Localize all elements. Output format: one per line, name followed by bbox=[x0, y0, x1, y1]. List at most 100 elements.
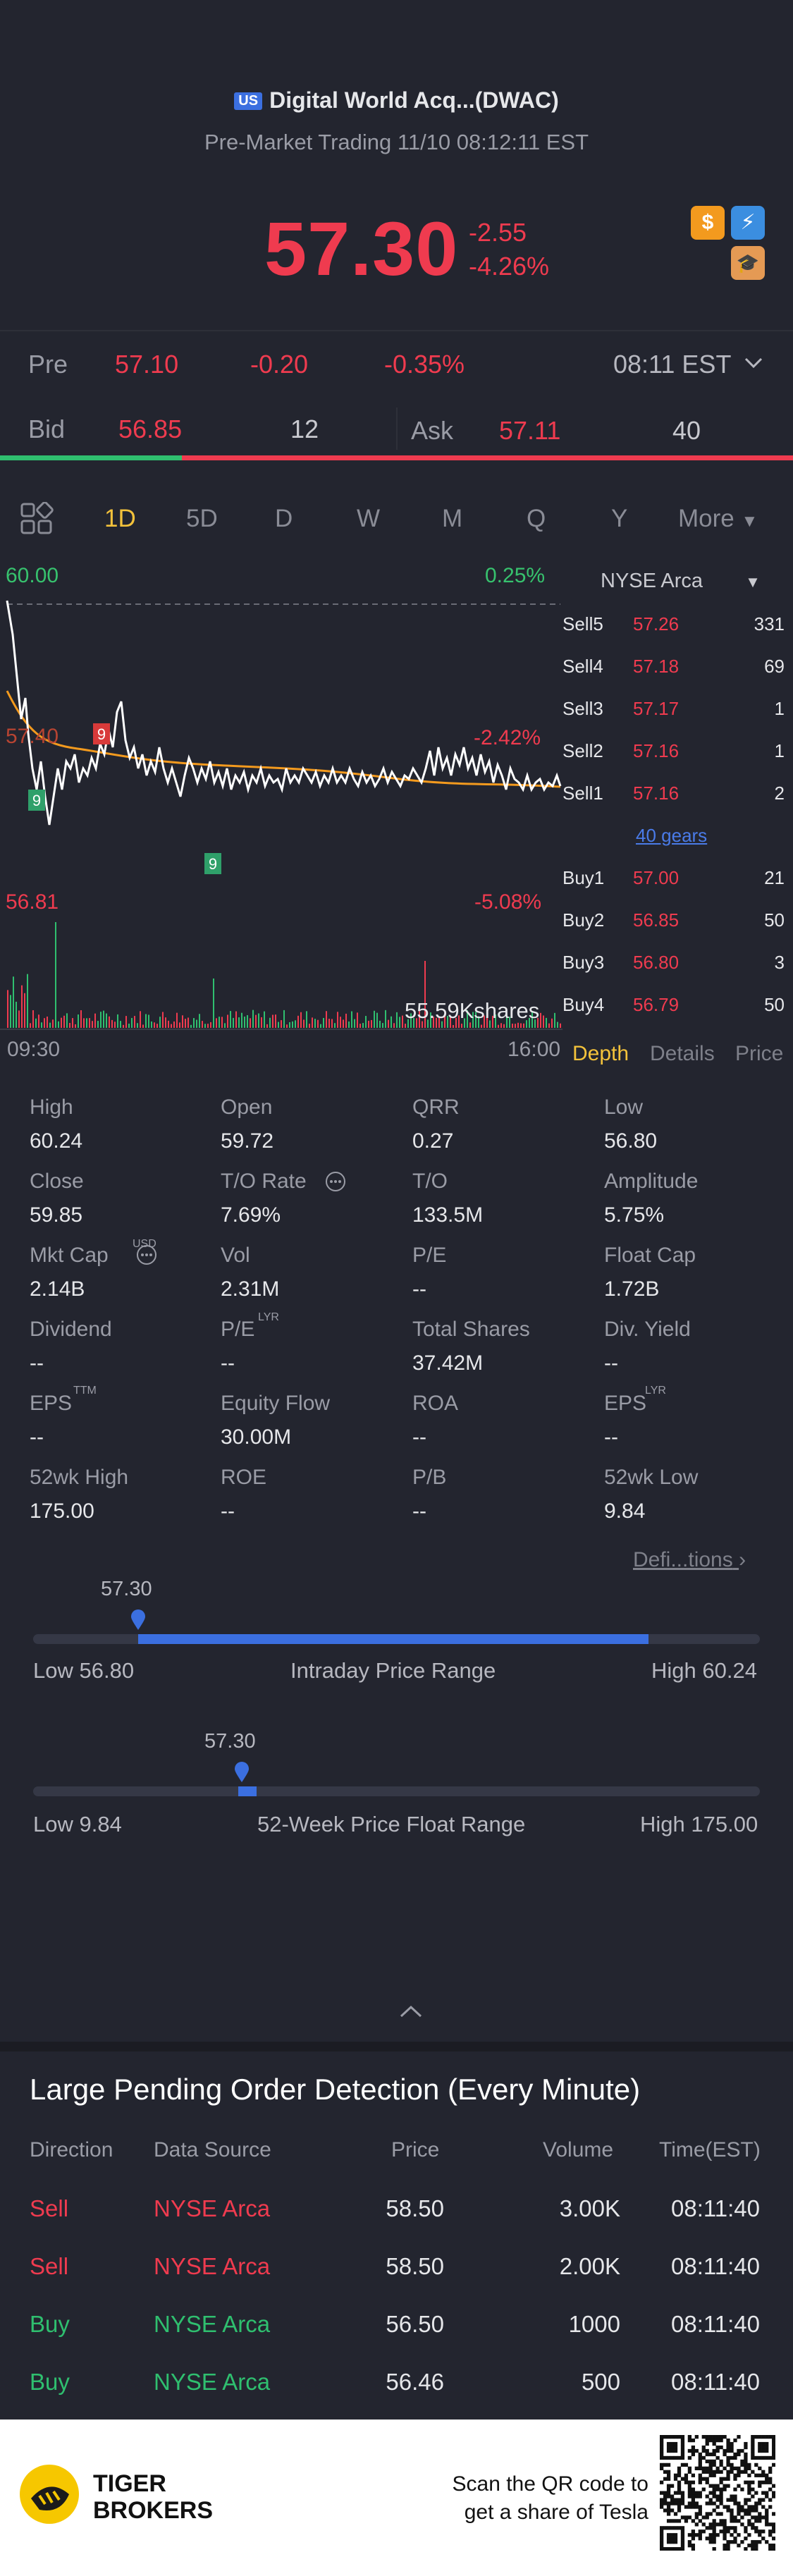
qr-code-icon[interactable] bbox=[660, 2435, 775, 2551]
bid-label: Bid bbox=[28, 415, 66, 443]
volume-bar bbox=[188, 1017, 189, 1028]
chevron-up-icon[interactable] bbox=[399, 2004, 423, 2023]
lpo-cell-vol: 500 bbox=[581, 2369, 620, 2395]
volume-bar bbox=[275, 1014, 276, 1028]
volume-bar bbox=[241, 1012, 242, 1028]
sell-marker-label: 9 bbox=[97, 725, 106, 743]
volume-bar bbox=[165, 1017, 166, 1028]
pre-time-selector[interactable]: 08:11 EST bbox=[613, 350, 763, 379]
volume-bar bbox=[354, 1019, 355, 1028]
stat-value: 133.5M bbox=[412, 1203, 484, 1227]
volume-bar bbox=[529, 1017, 530, 1028]
volume-bar bbox=[47, 1016, 48, 1028]
chart-baseline bbox=[0, 1029, 563, 1030]
volume-bar bbox=[427, 1019, 429, 1028]
current-price: 57.30 bbox=[264, 206, 459, 291]
volume-bar bbox=[247, 1015, 248, 1028]
lpo-cell-src: NYSE Arca bbox=[154, 2253, 271, 2279]
tab-price[interactable]: Price bbox=[735, 1042, 784, 1065]
volume-bar bbox=[52, 1019, 54, 1028]
pre-change: -0.20 bbox=[250, 350, 309, 379]
volume-bar bbox=[334, 1023, 336, 1028]
volume-bar bbox=[128, 1024, 130, 1028]
volume-bar bbox=[7, 990, 8, 1028]
stat-value: 56.80 bbox=[604, 1129, 658, 1153]
flash-icon[interactable]: ⚡ bbox=[731, 206, 765, 240]
volume-bar bbox=[303, 1019, 305, 1028]
volume-bar bbox=[379, 1020, 381, 1028]
tab-month[interactable]: M bbox=[442, 505, 463, 532]
lpo-cell-time: 08:11:40 bbox=[671, 2369, 761, 2395]
volume-bar bbox=[554, 1012, 555, 1028]
tab-more[interactable]: More ▼ bbox=[678, 505, 758, 533]
volume-bar bbox=[38, 1014, 39, 1028]
volume-bar bbox=[134, 1016, 135, 1028]
volume-bar bbox=[27, 974, 28, 1028]
promo-line-2: get a share of Tesla bbox=[464, 2501, 648, 2524]
promo-footer[interactable]: TIGER BROKERS Scan the QR code to get a … bbox=[0, 2419, 793, 2576]
volume-bar bbox=[44, 1018, 45, 1028]
volume-bar bbox=[484, 1015, 485, 1028]
volume-bar bbox=[526, 1020, 527, 1028]
ask-strength-bar bbox=[182, 455, 793, 460]
tab-week[interactable]: W bbox=[357, 505, 381, 532]
volume-bar bbox=[317, 1019, 319, 1028]
gears-link[interactable]: 40 gears bbox=[636, 825, 708, 846]
stat-value: -- bbox=[604, 1425, 618, 1449]
tab-year[interactable]: Y bbox=[611, 505, 628, 532]
tab-5d[interactable]: 5D bbox=[186, 505, 218, 532]
tab-quarter[interactable]: Q bbox=[527, 505, 546, 532]
stat-value: -- bbox=[412, 1499, 426, 1523]
volume-bar bbox=[300, 1012, 302, 1028]
definitions-link[interactable]: Defi...tions › bbox=[633, 1548, 746, 1572]
sell-marker bbox=[93, 723, 110, 744]
volume-bar bbox=[173, 1021, 175, 1028]
volume-bar bbox=[278, 1022, 279, 1028]
chart-mid-percent: -2.42% bbox=[474, 726, 541, 749]
volume-bar bbox=[312, 1017, 313, 1028]
info-icon[interactable] bbox=[135, 1244, 158, 1270]
volume-bar bbox=[224, 1023, 226, 1028]
volume-bar bbox=[58, 1021, 59, 1028]
stat-value: 9.84 bbox=[604, 1499, 646, 1523]
stat-label: P/B bbox=[412, 1466, 447, 1489]
volume-bar bbox=[337, 1012, 338, 1028]
lpo-cell-price: 58.50 bbox=[386, 2195, 444, 2221]
volume-bar bbox=[385, 1010, 386, 1028]
education-icon[interactable]: 🎓 bbox=[731, 246, 765, 280]
stat-value: 1.72B bbox=[604, 1277, 660, 1301]
us-flag-badge: US bbox=[234, 92, 263, 110]
ask-label: Ask bbox=[411, 416, 454, 445]
volume-bar bbox=[35, 1018, 37, 1028]
orderbook-exchange-selector[interactable]: NYSE Arca ▼ bbox=[601, 570, 761, 593]
lpo-header-direction: Direction bbox=[30, 2138, 113, 2161]
volume-bar bbox=[204, 1024, 206, 1028]
tab-1d[interactable]: 1D bbox=[104, 505, 136, 532]
lpo-cell-vol: 3.00K bbox=[559, 2195, 620, 2221]
stat-label: Low bbox=[604, 1096, 644, 1119]
info-icon[interactable] bbox=[324, 1170, 347, 1196]
price-change-value: -2.55 bbox=[469, 218, 527, 247]
volume-bar bbox=[238, 1017, 240, 1028]
tab-depth[interactable]: Depth bbox=[572, 1042, 629, 1065]
promo-line-1: Scan the QR code to bbox=[452, 2472, 649, 2496]
lpo-cell-time: 08:11:40 bbox=[671, 2195, 761, 2221]
tab-details[interactable]: Details bbox=[650, 1042, 715, 1065]
volume-bar bbox=[154, 1022, 155, 1028]
volume-bar bbox=[41, 1022, 42, 1028]
layout-grid-icon[interactable] bbox=[20, 501, 54, 539]
orderbook-sell-row: Sell5 57.26 331 bbox=[563, 613, 785, 634]
volume-bar bbox=[399, 1017, 400, 1028]
volume-bar bbox=[261, 1017, 262, 1028]
volume-bar bbox=[357, 1012, 358, 1028]
volume-bar bbox=[109, 1016, 110, 1028]
volume-bar bbox=[266, 1024, 268, 1028]
volume-bar bbox=[331, 1019, 333, 1028]
brand-name: TIGER BROKERS bbox=[93, 2470, 213, 2524]
intraday-chart[interactable]: 9 9 9 bbox=[0, 557, 564, 1050]
volume-bar bbox=[537, 1017, 539, 1028]
dollar-icon[interactable]: $ bbox=[691, 206, 725, 240]
stat-label: Float Cap bbox=[604, 1244, 696, 1267]
volume-bar bbox=[69, 1023, 70, 1028]
tab-day[interactable]: D bbox=[275, 505, 293, 532]
